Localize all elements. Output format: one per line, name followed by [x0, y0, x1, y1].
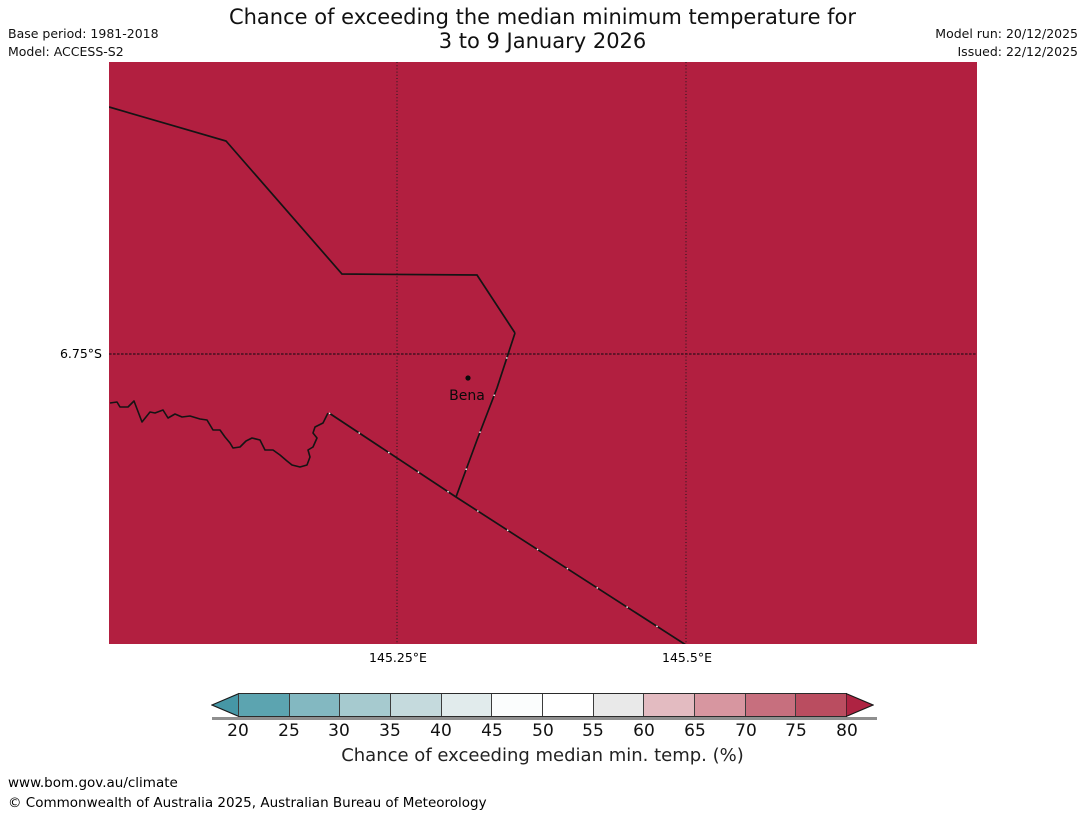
- colorbar-tick-65: 65: [684, 721, 706, 741]
- colorbar-title: Chance of exceeding median min. temp. (%…: [341, 745, 744, 766]
- colorbar-tick-20: 20: [227, 721, 249, 741]
- colorbar-segment-40-45: [441, 694, 493, 716]
- colorbar-segment-65-70: [695, 694, 746, 716]
- colorbar-tick-55: 55: [582, 721, 604, 741]
- town-marker-dot: [465, 375, 471, 381]
- issued-label: Issued: 22/12/2025: [957, 44, 1079, 59]
- road-line: [328, 412, 687, 644]
- river-line: [109, 400, 329, 468]
- colorbar-segment-70-75: [745, 694, 797, 716]
- colorbar-baseline: [212, 717, 877, 720]
- colorbar-segment-45-50: [492, 694, 544, 716]
- colorbar-segment-60-65: [644, 694, 696, 716]
- colorbar-segment-50-55: [543, 694, 594, 716]
- copyright-notice: © Commonwealth of Australia 2025, Austra…: [8, 795, 487, 811]
- colorbar-left-arrow: [211, 692, 239, 718]
- colorbar-tick-50: 50: [532, 721, 554, 741]
- town-label-bena: Bena: [449, 388, 485, 404]
- model-info: Base period: 1981-2018 Model: ACCESS-S2: [8, 25, 159, 61]
- model-label: Model: ACCESS-S2: [8, 44, 124, 59]
- longitude-tick-label-2: 145.5°E: [662, 650, 712, 665]
- colorbar-right-arrow: [846, 692, 874, 718]
- colorbar-tick-25: 25: [278, 721, 300, 741]
- colorbar-tick-80: 80: [836, 721, 858, 741]
- base-period-label: Base period: 1981-2018: [8, 26, 159, 41]
- website-url: www.bom.gov.au/climate: [8, 775, 178, 791]
- colorbar-segment-25-30: [289, 694, 341, 716]
- longitude-tick-label-1: 145.25°E: [369, 650, 427, 665]
- colorbar-segment-30-35: [340, 694, 392, 716]
- latitude-tick-label: 6.75°S: [59, 346, 102, 361]
- page-title-line2: 3 to 9 January 2026: [438, 29, 647, 53]
- colorbar-tick-75: 75: [785, 721, 807, 741]
- forecast-map: [109, 62, 977, 644]
- page-title-line1: Chance of exceeding the median minimum t…: [228, 5, 857, 29]
- district-border-east: [455, 332, 516, 498]
- colorbar-tick-60: 60: [633, 721, 655, 741]
- colorbar-segment-35-40: [391, 694, 442, 716]
- colorbar-tick-45: 45: [481, 721, 503, 741]
- colorbar-segment-20-25: [238, 694, 290, 716]
- district-border-north: [109, 106, 516, 334]
- run-info: Model run: 20/12/2025 Issued: 22/12/2025: [935, 25, 1078, 61]
- map-canvas: [109, 62, 977, 644]
- colorbar-segment-55-60: [593, 694, 645, 716]
- model-run-label: Model run: 20/12/2025: [935, 26, 1078, 41]
- colorbar-tick-35: 35: [379, 721, 401, 741]
- colorbar: [238, 693, 848, 717]
- colorbar-tick-30: 30: [328, 721, 350, 741]
- colorbar-tick-70: 70: [735, 721, 757, 741]
- page-title: Chance of exceeding the median minimum t…: [0, 5, 1085, 53]
- colorbar-segment-75-80: [796, 694, 848, 716]
- colorbar-tick-40: 40: [430, 721, 452, 741]
